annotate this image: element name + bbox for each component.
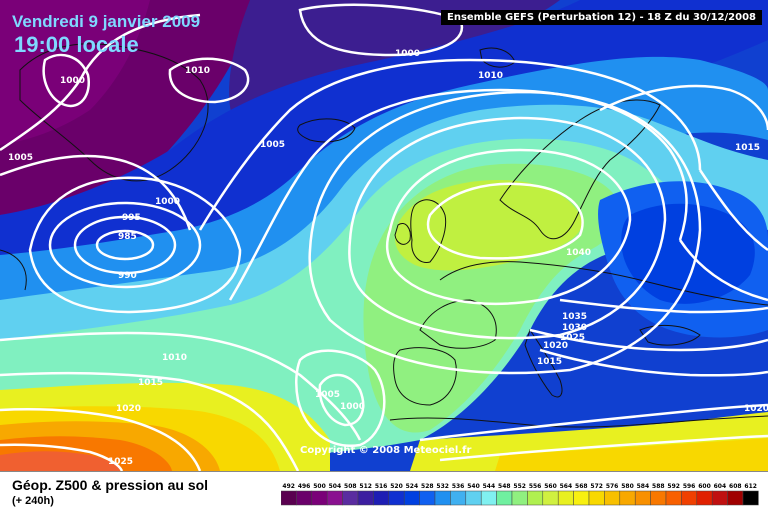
scale-swatch [465, 490, 482, 506]
isobar-label: 1020 [116, 404, 141, 414]
scale-label: 596 [683, 483, 696, 490]
scale-swatch [634, 490, 651, 506]
isobar-label: 1005 [8, 153, 33, 163]
isobar-label: 1010 [478, 71, 503, 81]
scale-label: 492 [282, 483, 295, 490]
scale-swatch [511, 490, 528, 506]
scale-swatch [742, 490, 759, 506]
scale-label: 592 [667, 483, 680, 490]
isobar-label: 995 [122, 213, 141, 223]
scale-label: 576 [606, 483, 619, 490]
scale-swatch [281, 490, 297, 506]
isobar-label: 1015 [537, 357, 562, 367]
isobar-label: 1025 [560, 333, 585, 343]
scale-swatch [296, 490, 313, 506]
scale-swatch [588, 490, 605, 506]
isobar-label: 1015 [138, 378, 163, 388]
scale-swatch [357, 490, 374, 506]
scale-swatch [434, 490, 451, 506]
scale-swatch [665, 490, 682, 506]
scale-swatch [650, 490, 667, 506]
scale-label: 568 [575, 483, 588, 490]
color-scale: 492 496 500 504 508 512 516 520 524 528 532 536 540 5… [281, 483, 759, 506]
scale-swatch [403, 490, 420, 506]
scale-label: 580 [621, 483, 634, 490]
scale-swatch [450, 490, 467, 506]
scale-label: 540 [467, 483, 480, 490]
copyright-notice: Copyright © 2008 Meteociel.fr [300, 445, 472, 456]
map-canvas: 1000 1010 1000 1010 1005 1005 1000 995 9… [0, 0, 768, 471]
scale-label: 608 [729, 483, 742, 490]
scale-swatch [373, 490, 390, 506]
scale-label: 504 [329, 483, 342, 490]
scale-swatch [480, 490, 497, 506]
isobar-label: 1000 [60, 76, 85, 86]
scale-label: 556 [529, 483, 542, 490]
scale-swatch [542, 490, 559, 506]
scale-label: 512 [359, 483, 372, 490]
isobar-label-group: 1000 1010 1000 1010 1005 1005 1000 995 9… [8, 49, 768, 467]
scale-label: 612 [744, 483, 757, 490]
parameter-label: Géop. Z500 & pression au sol [12, 477, 209, 493]
isobar-label: 990 [118, 271, 137, 281]
scale-label: 604 [714, 483, 727, 490]
scale-label: 560 [544, 483, 557, 490]
scale-swatch [342, 490, 359, 506]
scale-label: 516 [375, 483, 388, 490]
isobar-label: 1040 [566, 248, 591, 258]
scale-swatch [604, 490, 621, 506]
scale-label: 572 [590, 483, 603, 490]
isobar-label: 985 [118, 232, 137, 242]
isobar-label: 1000 [155, 197, 180, 207]
isobars [0, 3, 768, 471]
legend-bar: Géop. Z500 & pression au sol (+ 240h) 49… [0, 471, 768, 513]
scale-swatch [727, 490, 744, 506]
scale-swatch [496, 490, 513, 506]
isobar-label: 1025 [108, 457, 133, 467]
scale-label: 548 [498, 483, 511, 490]
forecast-date: Vendredi 9 janvier 2009 [12, 12, 201, 31]
scale-label: 584 [637, 483, 650, 490]
scale-label: 544 [483, 483, 496, 490]
scale-swatch [573, 490, 590, 506]
scale-label: 524 [406, 483, 419, 490]
isobar-label: 1020 [744, 404, 768, 414]
scale-label: 508 [344, 483, 357, 490]
isobar-label: 1010 [162, 353, 187, 363]
isobar-label: 1015 [735, 143, 760, 153]
scale-swatch [711, 490, 728, 506]
isobar-label: 1010 [185, 66, 210, 76]
isobar-label: 1035 [562, 312, 587, 322]
scale-swatch [696, 490, 713, 506]
model-run-info: Ensemble GEFS (Perturbation 12) - 18 Z d… [441, 10, 762, 25]
scale-swatch [326, 490, 343, 506]
lead-time-label: (+ 240h) [12, 495, 54, 507]
isobar-label: 1030 [562, 323, 587, 333]
scale-label: 520 [390, 483, 403, 490]
scale-swatch [619, 490, 636, 506]
isobar-label: 1005 [260, 140, 285, 150]
scale-swatch [681, 490, 698, 506]
forecast-time: 19:00 locale [14, 32, 139, 57]
scale-label: 588 [652, 483, 665, 490]
isobar-label: 1005 [315, 390, 340, 400]
scale-swatch [557, 490, 574, 506]
scale-label: 500 [313, 483, 326, 490]
scale-label: 532 [436, 483, 449, 490]
scale-swatch [419, 490, 436, 506]
scale-label: 564 [560, 483, 573, 490]
scale-label: 552 [513, 483, 526, 490]
scale-label: 536 [452, 483, 465, 490]
isobar-label: 1000 [340, 402, 365, 412]
scale-swatch [388, 490, 405, 506]
scale-swatch [527, 490, 544, 506]
scale-label: 600 [698, 483, 711, 490]
isobar-label: 1000 [395, 49, 420, 59]
scale-label: 496 [298, 483, 311, 490]
scale-swatch [311, 490, 328, 506]
isobar-label: 1020 [543, 341, 568, 351]
scale-label: 528 [421, 483, 434, 490]
